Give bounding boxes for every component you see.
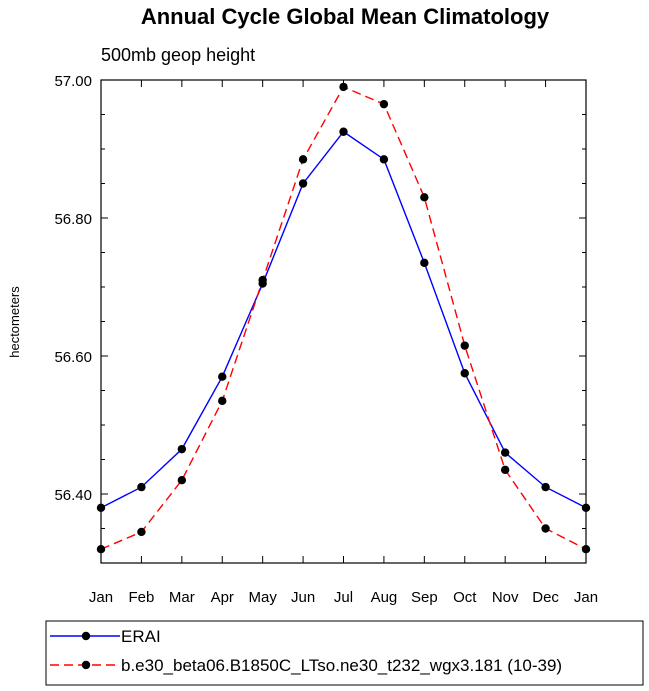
series-1-point	[177, 444, 187, 454]
series-2-point	[541, 524, 550, 533]
series-2-point	[420, 193, 429, 202]
series-line-2	[100, 86, 587, 550]
series-2-point	[218, 396, 227, 406]
x-tick-label: Feb	[128, 589, 154, 606]
series-1-point	[298, 179, 308, 188]
series-1-point	[339, 127, 348, 136]
series-2-point	[137, 527, 146, 537]
series-1-point	[96, 503, 106, 512]
y-axis-label: hectometers	[7, 286, 22, 358]
series-2-point	[339, 82, 348, 92]
legend-marker-1	[81, 631, 91, 641]
series-2-point	[581, 545, 591, 554]
chart-subtitle: 500mb geop height	[101, 45, 255, 65]
chart-title: Annual Cycle Global Mean Climatology	[141, 4, 550, 29]
plot-frame	[100, 79, 587, 564]
series-1-point	[420, 258, 429, 268]
series-2-point	[177, 476, 187, 485]
x-tick-label: Jul	[334, 589, 353, 606]
x-tick-label: Jun	[291, 589, 315, 606]
legend-marker-2	[81, 660, 91, 670]
x-tick-label: Aug	[371, 589, 398, 606]
x-tick-label: Nov	[492, 589, 519, 606]
series-1-point	[218, 372, 227, 381]
series-2-point	[460, 341, 469, 350]
series-1-point	[581, 503, 591, 512]
x-tick-label: May	[248, 589, 277, 606]
x-tick-label: Dec	[532, 589, 559, 606]
legend-box	[45, 620, 644, 686]
y-tick-label: 56.60	[54, 349, 92, 366]
series-1-point	[379, 155, 389, 164]
series-1-point	[460, 369, 469, 378]
x-tick-label: Jan	[574, 589, 598, 606]
legend-label-1: ERAI	[121, 627, 161, 646]
series-1-point	[137, 482, 146, 492]
series-1-point	[541, 482, 550, 492]
series-2-point	[500, 465, 510, 475]
series-line-1	[100, 130, 587, 509]
series-1-point	[500, 448, 510, 457]
series-2-point	[258, 275, 267, 285]
y-tick-label: 56.80	[54, 211, 92, 228]
x-tick-label: Mar	[169, 589, 195, 606]
x-tick-label: Jan	[89, 589, 113, 606]
x-tick-label: Oct	[453, 589, 477, 606]
x-tick-label: Sep	[411, 589, 438, 606]
series-2-point	[96, 545, 106, 554]
x-tick-label: Apr	[211, 589, 234, 606]
legend-label-2: b.e30_beta06.B1850C_LTso.ne30_t232_wgx3.…	[121, 656, 562, 675]
series-2-point	[379, 99, 389, 109]
y-tick-label: 57.00	[54, 73, 92, 90]
y-tick-label: 56.40	[54, 487, 92, 504]
series-2-point	[298, 155, 308, 164]
